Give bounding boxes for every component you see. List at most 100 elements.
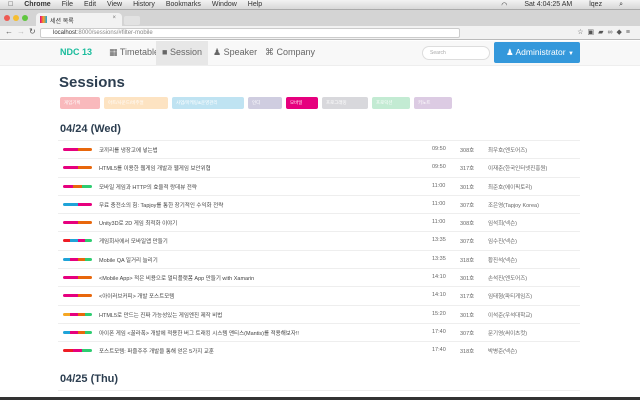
day-heading: 04/25 (Thu) xyxy=(60,373,119,385)
new-tab-button[interactable] xyxy=(124,16,140,25)
menu-app[interactable]: Chrome xyxy=(19,1,50,8)
caret-down-icon: ▼ xyxy=(567,51,574,57)
session-speaker[interactable]: 임태형(파티게임즈) xyxy=(488,294,533,301)
session-time: 14:10 xyxy=(432,274,446,281)
category-stripe xyxy=(63,294,92,298)
session-title[interactable]: 게임회사에서 모바일앱 만들기 xyxy=(99,239,168,246)
menu-help[interactable]: Help xyxy=(242,1,262,8)
user-name[interactable]: lqez xyxy=(589,1,603,8)
category-mark xyxy=(77,276,92,280)
session-speaker[interactable]: 이재춘(한국인터넷진흥원) xyxy=(488,166,548,173)
session-room: 317호 xyxy=(460,294,475,301)
session-time: 11:00 xyxy=(432,182,446,189)
session-title[interactable]: 포스트모템: 퍼즐주주 개발을 통해 얻은 5가지 교훈 xyxy=(99,349,214,356)
nav-speaker[interactable]: ♟ Speaker xyxy=(213,47,258,57)
session-title[interactable]: 무료 충전소의 힘: Tapjoy를 통한 장기적인 수익화 전략 xyxy=(99,202,224,209)
filter-button[interactable]: 사업/마케팅&운영관리 xyxy=(172,97,244,109)
category-mark xyxy=(77,239,85,243)
url-input[interactable]: localhost:8000/sessions/#filter-mobile xyxy=(40,28,460,38)
session-speaker[interactable]: 임석희(넥슨) xyxy=(488,221,517,228)
table-row[interactable]: 모바일 게임과 HTTP의 효율적 랑데뷰 전략 11:00 301호 최준호(에이픽… xyxy=(58,176,580,195)
wifi-icon[interactable]: ◠ xyxy=(501,2,508,9)
nav-timetable[interactable]: ▦ Timetable xyxy=(109,47,160,57)
table-row[interactable]: HTML5를 이용한 웹게임 개발과 웹게임 보안위협 09:50 317호 이재춘(… xyxy=(58,158,580,176)
filter-button[interactable]: 아트/사운드/비주얼 xyxy=(104,97,168,109)
session-title[interactable]: Mobile QA 일거리 늘리기 xyxy=(99,257,158,264)
table-row[interactable]: 아이폰 게임 <꿀라폭> 개발에 적용한 버그 트래킹 시스템 맨티스(Mant… xyxy=(58,322,580,341)
session-table: 코끼리를 냉장고에 넣는법 09:50 308호 최우호(엔도어즈) HTML5를 이용… xyxy=(58,140,580,360)
table-row[interactable]: 코끼리를 냉장고에 넣는법 09:50 308호 최우호(엔도어즈) xyxy=(58,140,580,158)
filter-button[interactable]: 모바일 xyxy=(286,97,318,109)
menu-file[interactable]: File xyxy=(56,1,73,8)
filter-button[interactable]: 인디 xyxy=(248,97,282,109)
session-room: 308호 xyxy=(460,221,475,228)
menu-edit[interactable]: Edit xyxy=(78,1,96,8)
close-tab-icon[interactable]: × xyxy=(112,15,116,21)
nav-session[interactable]: ■ Session xyxy=(156,41,208,65)
filter-button[interactable]: 키노트 xyxy=(414,97,452,109)
session-speaker[interactable]: 박병준(넥슨) xyxy=(488,349,517,356)
filter-button[interactable]: 프로그래밍 xyxy=(322,97,368,109)
table-row[interactable]: 무료 충전소의 힘: Tapjoy를 통한 장기적인 수익화 전략 11:00 30… xyxy=(58,194,580,213)
table-row[interactable]: <아이러브커피> 개발 포스트모템 14:10 317호 임태형(파티게임즈) xyxy=(58,286,580,304)
extension-icons[interactable]: ☆▣▰∞◆≡ xyxy=(577,29,634,36)
table-row[interactable]: Mobile QA 일거리 늘리기 13:35 318호 황진석(넥슨) xyxy=(58,249,580,268)
table-row[interactable]: Unity3D로 2D 게임 최적화 이야기 11:00 308호 임석희(넥슨) xyxy=(58,213,580,231)
back-icon[interactable]: ← xyxy=(5,27,13,36)
browser-tab[interactable]: 세션 목록 × xyxy=(36,13,122,26)
session-room: 301호 xyxy=(460,184,475,191)
session-title[interactable]: <Mobile App> 적은 비용으로 멀티플랫폼 App 만들기 with … xyxy=(99,276,255,283)
session-speaker[interactable]: 최우호(엔도어즈) xyxy=(488,148,528,154)
session-title[interactable]: Unity3D로 2D 게임 최적화 이야기 xyxy=(99,221,178,228)
search-input[interactable]: Search xyxy=(422,46,490,60)
reload-icon[interactable]: ↻ xyxy=(29,27,36,36)
session-title[interactable]: 코끼리를 냉장고에 넣는법 xyxy=(99,148,158,154)
filter-button[interactable]: 게임기획 xyxy=(60,97,100,109)
session-title[interactable]: 아이폰 게임 <꿀라폭> 개발에 적용한 버그 트래킹 시스템 맨티스(Mant… xyxy=(99,330,299,337)
brand-logo[interactable]: NDC 13 xyxy=(60,47,93,57)
administrator-button[interactable]: ♟ Administrator ▼ xyxy=(494,42,580,63)
session-speaker[interactable]: 조은영(Tapjoy Korea) xyxy=(488,202,539,209)
user-icon: ♟ xyxy=(213,47,224,57)
session-time: 15:20 xyxy=(432,310,446,317)
session-speaker[interactable]: 이석준(우석대학교) xyxy=(488,312,533,319)
user-icon: ♟ xyxy=(506,47,516,57)
menu-view[interactable]: View xyxy=(101,1,122,8)
nav-company[interactable]: ⌘ Company xyxy=(265,47,316,57)
session-speaker[interactable]: 문기영(써이츠컷) xyxy=(488,330,528,337)
table-row[interactable]: 포스트모템: 퍼즐주주 개발을 통해 얻은 5가지 교훈 17:40 318호 박병준… xyxy=(58,341,580,359)
session-speaker[interactable]: 손석진(엔도어즈) xyxy=(488,276,528,283)
spotlight-icon[interactable]: ⌕ xyxy=(619,1,623,8)
category-stripe xyxy=(63,239,92,243)
favicon-icon xyxy=(40,16,47,23)
session-title[interactable]: HTML5로 만드는 진짜 가능성있는 게임엔진 제작 비법 xyxy=(99,312,223,319)
category-mark xyxy=(63,276,78,280)
session-time: 11:00 xyxy=(432,219,446,226)
filter-button[interactable]: 프로덕션 xyxy=(372,97,410,109)
clock[interactable]: Sat 4:04:25 AM xyxy=(524,1,573,8)
session-title[interactable]: HTML5를 이용한 웹게임 개발과 웹게임 보안위협 xyxy=(99,166,211,173)
category-mark xyxy=(70,330,78,334)
session-speaker[interactable]: 임수진(넥슨) xyxy=(488,239,517,246)
zoom-window-button[interactable] xyxy=(22,15,28,21)
session-time: 09:50 xyxy=(432,146,446,152)
minimize-window-button[interactable] xyxy=(13,15,19,21)
apple-icon[interactable]:  xyxy=(8,1,13,8)
session-title[interactable]: 모바일 게임과 HTTP의 효율적 랑데뷰 전략 xyxy=(99,184,197,191)
category-stripe xyxy=(63,221,92,225)
category-stripe xyxy=(63,202,92,206)
table-row[interactable]: <Mobile App> 적은 비용으로 멀티플랫폼 App 만들기 with … xyxy=(58,268,580,286)
menu-window[interactable]: Window xyxy=(206,1,237,8)
menu-bookmarks[interactable]: Bookmarks xyxy=(160,1,201,8)
session-room: 301호 xyxy=(460,276,475,283)
session-speaker[interactable]: 최준호(에이픽토리) xyxy=(488,184,533,191)
menu-history[interactable]: History xyxy=(127,1,155,8)
session-title[interactable]: <아이러브커피> 개발 포스트모템 xyxy=(99,294,175,301)
table-row[interactable]: 게임회사에서 모바일앱 만들기 13:35 307호 임수진(넥슨) xyxy=(58,231,580,249)
session-time: 09:50 xyxy=(432,164,446,171)
close-window-button[interactable] xyxy=(4,15,10,21)
tab-title: 세션 목록 xyxy=(50,19,74,25)
table-row[interactable]: HTML5로 만드는 진짜 가능성있는 게임엔진 제작 비법 15:20 301호 이… xyxy=(58,304,580,323)
forward-icon[interactable]: → xyxy=(17,27,25,36)
session-speaker[interactable]: 황진석(넥슨) xyxy=(488,257,517,264)
